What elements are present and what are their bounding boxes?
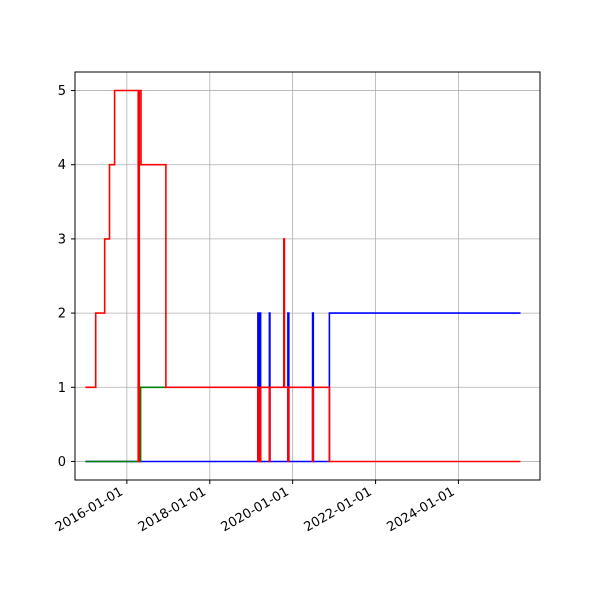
y-tick-label: 3 (58, 232, 66, 247)
y-tick-label: 1 (58, 381, 66, 396)
series-line-2 (85, 89, 521, 463)
y-tick-label: 4 (58, 158, 66, 173)
series-lines (85, 89, 521, 463)
plot-frame (74, 71, 541, 481)
y-axis-ticks: 0 1 2 3 4 5 (58, 84, 75, 470)
y-tick-label: 5 (58, 84, 66, 99)
grid-lines (75, 72, 540, 480)
series-line-1 (85, 386, 167, 463)
y-tick-label: 0 (58, 455, 66, 470)
y-tick-label: 2 (58, 307, 66, 322)
plot-background (75, 72, 540, 480)
